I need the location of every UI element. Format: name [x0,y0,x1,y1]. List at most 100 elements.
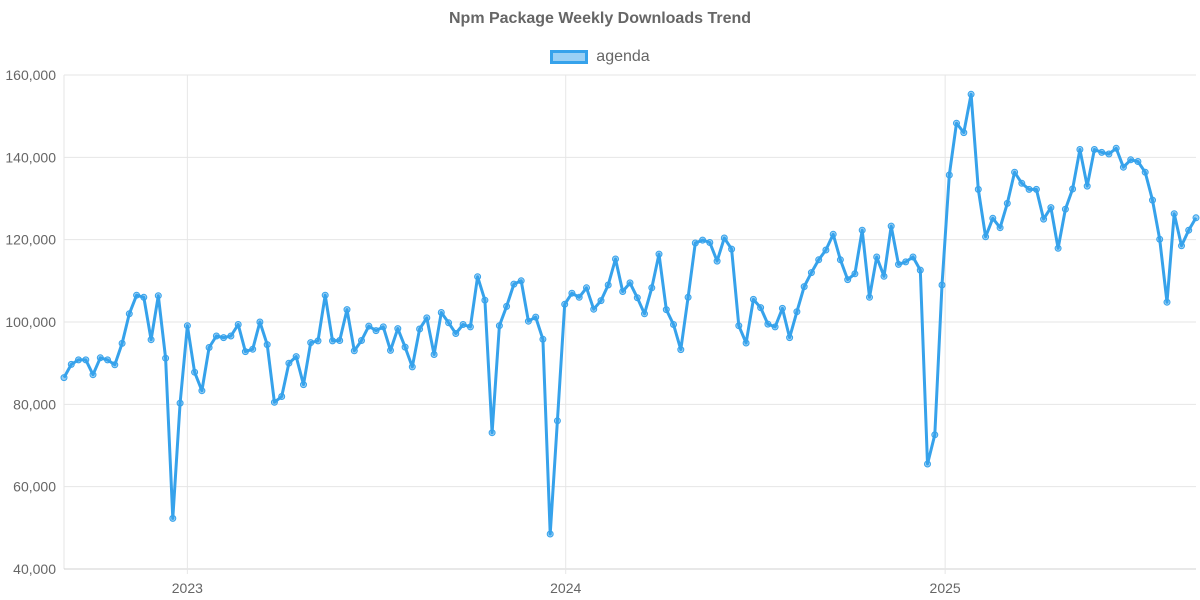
data-point[interactable] [626,279,634,287]
data-point[interactable] [1192,214,1200,222]
data-point[interactable] [887,222,895,230]
data-point[interactable] [873,253,881,261]
data-point[interactable] [757,304,765,312]
data-point[interactable] [662,306,670,314]
data-point[interactable] [488,429,496,437]
data-point[interactable] [300,381,307,389]
data-point[interactable] [205,344,213,351]
data-point[interactable] [670,321,677,328]
data-point[interactable] [408,363,416,371]
data-point[interactable] [416,325,424,333]
data-point[interactable] [924,460,931,468]
data-point[interactable] [909,253,917,261]
data-point[interactable] [220,334,228,342]
data-point[interactable] [1011,168,1019,176]
data-point[interactable] [466,323,474,331]
data-point[interactable] [350,347,358,355]
data-point[interactable] [699,236,707,244]
data-point[interactable] [75,356,82,364]
data-point[interactable] [60,374,68,382]
data-point[interactable] [1040,215,1048,223]
data-point[interactable] [336,337,344,344]
data-point[interactable] [133,291,141,299]
data-point[interactable] [677,346,685,354]
data-point[interactable] [89,371,97,379]
data-point[interactable] [234,321,242,328]
data-point[interactable] [945,171,953,179]
data-point[interactable] [1025,185,1033,193]
data-point[interactable] [285,359,293,367]
data-point[interactable] [749,295,757,303]
data-point[interactable] [1018,179,1026,187]
data-point[interactable] [742,339,750,347]
data-point[interactable] [270,398,278,406]
data-point[interactable] [1090,146,1098,153]
data-point[interactable] [249,345,257,353]
data-point[interactable] [735,322,743,330]
data-point[interactable] [1098,148,1106,156]
data-point[interactable] [916,266,924,274]
data-point[interactable] [713,257,721,265]
data-point[interactable] [546,530,554,538]
data-point[interactable] [619,288,627,295]
data-point[interactable] [858,226,866,234]
data-point[interactable] [771,323,779,331]
data-point[interactable] [495,322,503,330]
data-point[interactable] [583,284,590,292]
data-point[interactable] [728,245,736,253]
legend[interactable]: agenda [0,47,1200,67]
data-point[interactable] [866,293,873,301]
data-point[interactable] [111,361,119,369]
data-point[interactable] [960,129,968,137]
data-point[interactable] [1149,196,1156,204]
data-point[interactable] [982,233,990,241]
data-point[interactable] [67,360,75,368]
data-point[interactable] [1134,158,1142,165]
data-point[interactable] [706,239,714,246]
data-point[interactable] [212,332,220,340]
data-point[interactable] [147,336,155,344]
data-point[interactable] [633,294,641,302]
data-point[interactable] [829,230,837,238]
data-point[interactable] [807,269,815,277]
data-point[interactable] [430,351,438,358]
data-point[interactable] [684,293,692,301]
data-point[interactable] [474,273,482,281]
data-point[interactable] [358,337,365,344]
data-point[interactable] [503,302,511,310]
data-point[interactable] [292,353,300,361]
data-point[interactable] [445,319,453,327]
data-point[interactable] [162,354,170,362]
data-point[interactable] [169,514,177,522]
data-point[interactable] [590,305,598,313]
data-point[interactable] [198,387,206,395]
data-point[interactable] [314,337,322,345]
data-point[interactable] [1047,204,1055,212]
data-point[interactable] [815,256,823,264]
data-point[interactable] [510,280,518,288]
data-point[interactable] [786,334,794,342]
data-point[interactable] [604,281,612,289]
data-point[interactable] [241,348,249,356]
data-point[interactable] [1105,150,1113,158]
data-point[interactable] [1054,244,1062,252]
data-point[interactable] [575,293,583,301]
data-point[interactable] [989,214,997,222]
data-point[interactable] [532,313,540,321]
data-point[interactable] [844,276,852,284]
data-point[interactable] [836,256,844,264]
data-point[interactable] [851,270,859,278]
data-point[interactable] [263,341,271,349]
data-point[interactable] [1178,242,1185,250]
data-point[interactable] [967,90,975,98]
data-point[interactable] [974,185,982,193]
data-point[interactable] [793,308,801,316]
data-point[interactable] [96,354,104,362]
data-point[interactable] [118,339,126,347]
data-point[interactable] [517,277,525,285]
data-point[interactable] [553,417,561,425]
data-point[interactable] [1127,156,1135,164]
data-point[interactable] [401,343,409,351]
data-point[interactable] [764,320,772,328]
data-point[interactable] [1083,182,1091,190]
